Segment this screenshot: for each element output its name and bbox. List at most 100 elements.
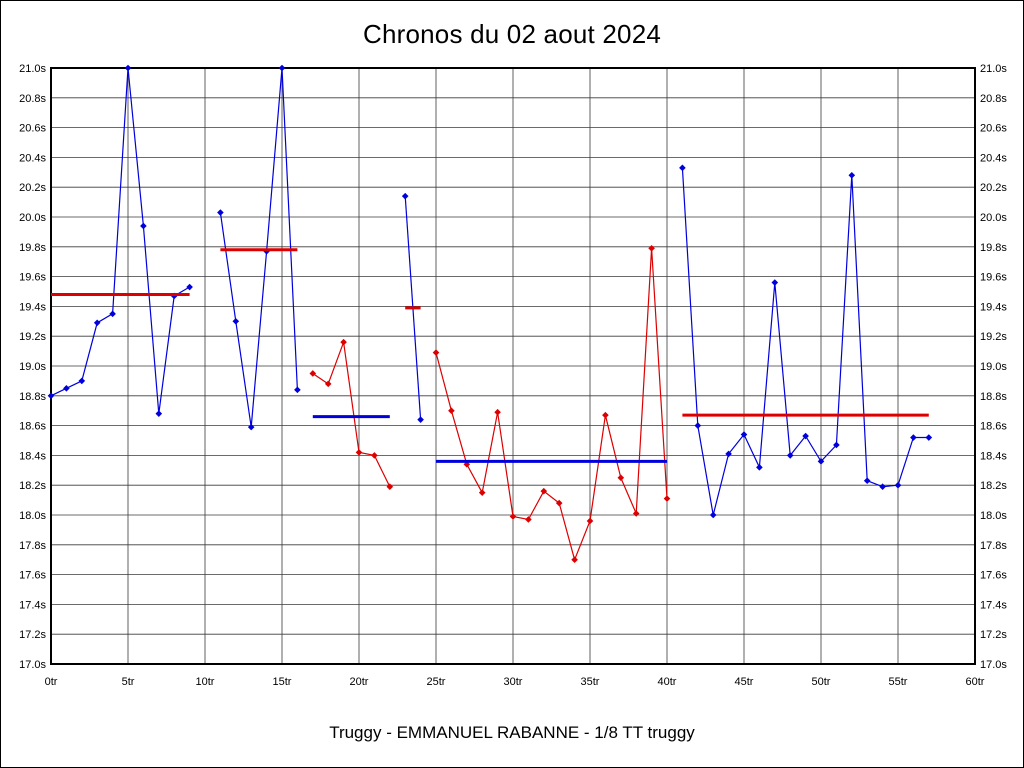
lap-marker	[186, 283, 193, 291]
x-axis-labels: 0tr 5tr 10tr 15tr 20tr 25tr 30tr 35tr 40tr 45tr 50…	[45, 676, 985, 688]
lap-marker	[417, 416, 424, 423]
svg-text:15tr: 15tr	[273, 676, 292, 688]
svg-text:19.2s: 19.2s	[19, 331, 46, 343]
lap-marker	[155, 410, 163, 417]
lap-marker	[217, 209, 224, 216]
lap-marker	[617, 474, 625, 482]
svg-text:20.6s: 20.6s	[19, 123, 46, 135]
svg-text:20tr: 20tr	[350, 676, 369, 688]
lap-marker	[586, 517, 594, 525]
lap-marker	[355, 449, 363, 456]
lap-marker	[448, 407, 455, 414]
lap-marker	[432, 349, 440, 356]
lap-marker	[124, 64, 132, 72]
svg-text:21.0s: 21.0s	[980, 63, 1007, 75]
series-stint-5	[432, 244, 671, 563]
lap-marker	[93, 319, 101, 327]
svg-text:17.4s: 17.4s	[19, 599, 46, 611]
grid-lines	[50, 67, 976, 665]
svg-text:19.6s: 19.6s	[19, 272, 46, 284]
svg-text:50tr: 50tr	[812, 676, 831, 688]
lap-marker	[278, 64, 286, 72]
lap-marker	[663, 495, 671, 502]
y-axis-labels: 17.0s 17.0s 17.2s 17.2s 17.4s 17.4s 17.6s 17.6s…	[19, 63, 1007, 671]
lap-marker	[848, 171, 856, 179]
lap-marker	[109, 310, 116, 318]
lap-marker	[555, 499, 563, 507]
svg-text:17.2s: 17.2s	[19, 629, 46, 641]
svg-text:19.8s: 19.8s	[980, 242, 1007, 254]
svg-text:17.8s: 17.8s	[980, 540, 1007, 552]
chart-title: Chronos du 02 aout 2024	[362, 19, 662, 49]
lap-marker	[817, 458, 825, 465]
lap-marker	[679, 164, 686, 172]
svg-text:17.6s: 17.6s	[19, 570, 46, 582]
lap-marker	[725, 450, 732, 458]
svg-text:17.8s: 17.8s	[19, 540, 46, 552]
svg-text:55tr: 55tr	[889, 676, 908, 688]
svg-text:17.0s: 17.0s	[19, 659, 46, 671]
lap-marker	[478, 489, 486, 496]
svg-text:21.0s: 21.0s	[19, 63, 46, 75]
svg-text:19.0s: 19.0s	[980, 361, 1007, 373]
svg-text:20.4s: 20.4s	[19, 152, 46, 164]
lap-marker	[925, 434, 933, 441]
svg-text:40tr: 40tr	[658, 676, 677, 688]
svg-text:19.0s: 19.0s	[19, 361, 46, 373]
lap-marker	[571, 556, 578, 563]
svg-text:20.8s: 20.8s	[980, 93, 1007, 105]
lap-marker	[694, 422, 702, 429]
svg-text:18.0s: 18.0s	[19, 510, 46, 522]
lap-marker	[309, 370, 317, 377]
svg-text:18.4s: 18.4s	[980, 450, 1007, 462]
lap-marker	[756, 464, 763, 471]
svg-text:19.4s: 19.4s	[980, 301, 1007, 313]
svg-text:18.6s: 18.6s	[980, 421, 1007, 433]
svg-text:20.4s: 20.4s	[980, 152, 1007, 164]
svg-text:20.8s: 20.8s	[19, 93, 46, 105]
lap-marker	[802, 432, 809, 440]
svg-text:10tr: 10tr	[196, 676, 215, 688]
svg-text:18.0s: 18.0s	[980, 510, 1007, 522]
lap-marker	[386, 483, 394, 490]
svg-text:17.6s: 17.6s	[980, 570, 1007, 582]
svg-text:17.2s: 17.2s	[980, 629, 1007, 641]
lap-marker	[540, 487, 548, 495]
svg-text:30tr: 30tr	[504, 676, 523, 688]
lap-marker	[324, 380, 332, 388]
svg-text:18.8s: 18.8s	[19, 391, 46, 403]
svg-text:0tr: 0tr	[45, 676, 58, 688]
svg-text:19.6s: 19.6s	[980, 272, 1007, 284]
svg-text:17.0s: 17.0s	[980, 659, 1007, 671]
lap-marker	[47, 392, 55, 400]
lap-marker	[509, 513, 517, 520]
svg-text:5tr: 5tr	[122, 676, 135, 688]
svg-text:17.4s: 17.4s	[980, 599, 1007, 611]
svg-text:19.2s: 19.2s	[980, 331, 1007, 343]
lap-marker	[786, 452, 794, 459]
svg-text:20.2s: 20.2s	[19, 182, 46, 194]
lap-marker	[632, 510, 640, 517]
svg-text:60tr: 60tr	[966, 676, 985, 688]
lap-marker	[78, 377, 86, 385]
plot-border	[50, 67, 976, 665]
svg-text:19.4s: 19.4s	[19, 301, 46, 313]
lap-marker	[863, 477, 871, 485]
svg-text:25tr: 25tr	[427, 676, 446, 688]
chart-footer: Truggy - EMMANUEL RABANNE - 1/8 TT trugg…	[329, 723, 695, 742]
lap-marker	[602, 411, 609, 419]
lap-marker	[232, 318, 240, 325]
svg-text:20.6s: 20.6s	[980, 123, 1007, 135]
lap-marker	[371, 452, 378, 459]
svg-text:20.0s: 20.0s	[19, 212, 46, 224]
lap-marker	[525, 516, 532, 523]
svg-text:18.2s: 18.2s	[19, 480, 46, 492]
lap-marker	[648, 244, 655, 252]
svg-text:18.4s: 18.4s	[19, 450, 46, 462]
series-stint-2	[217, 64, 301, 431]
svg-text:18.2s: 18.2s	[980, 480, 1007, 492]
lap-marker	[247, 423, 255, 431]
lap-marker	[340, 338, 347, 346]
lap-marker	[140, 222, 147, 230]
lap-marker	[894, 481, 902, 489]
